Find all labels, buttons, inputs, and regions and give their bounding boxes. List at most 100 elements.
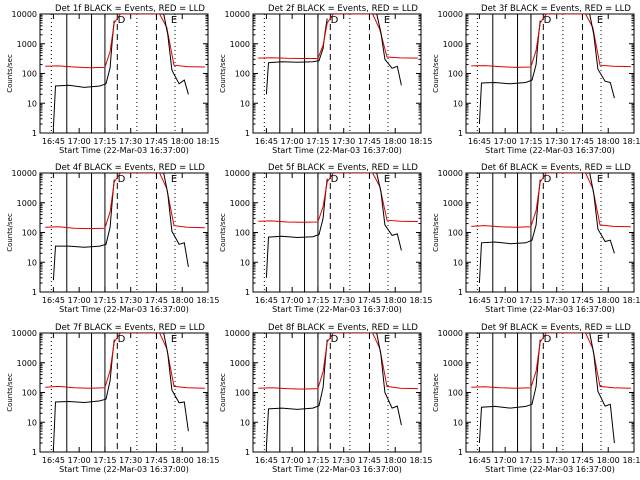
x-tick-label: 18:00 xyxy=(597,456,620,465)
series-line-3 xyxy=(376,14,402,86)
axis-frame xyxy=(465,13,635,134)
x-axis-label: Start Time (22-Mar-03 16:37:00) xyxy=(485,146,615,155)
marker-label: D xyxy=(331,334,339,345)
marker-label: E xyxy=(384,334,390,345)
panel-title: Det 6f BLACK = Events, RED = LLD xyxy=(481,163,631,173)
y-tick-label: 100 xyxy=(22,229,37,238)
x-tick-label: 17:00 xyxy=(68,137,91,146)
marker-label: E xyxy=(384,15,390,26)
y-tick-label: 1000 xyxy=(443,359,463,368)
x-axis-label: Start Time (22-Mar-03 16:37:00) xyxy=(59,146,189,155)
axis-frame xyxy=(39,172,209,293)
x-tick-label: 18:00 xyxy=(384,137,407,146)
y-tick-label: 1000 xyxy=(17,40,37,49)
series-line-3 xyxy=(163,333,189,432)
x-axis-label: Start Time (22-Mar-03 16:37:00) xyxy=(272,465,402,474)
x-tick-label: 16:45 xyxy=(255,137,278,146)
y-tick-label: 1000 xyxy=(230,40,250,49)
y-tick-label: 10 xyxy=(240,418,250,427)
series-line-3 xyxy=(163,14,189,95)
y-axis-label: Counts/sec xyxy=(432,373,440,412)
x-tick-label: 16:45 xyxy=(255,456,278,465)
x-axis-label: Start Time (22-Mar-03 16:37:00) xyxy=(59,305,189,314)
y-tick-label: 10000 xyxy=(438,10,463,19)
series-line-3 xyxy=(376,333,402,426)
x-tick-label: 18:00 xyxy=(384,296,407,305)
x-tick-label: 18:15 xyxy=(622,137,640,146)
x-tick-label: 18:15 xyxy=(196,456,219,465)
x-tick-label: 17:45 xyxy=(358,137,381,146)
series-line-1 xyxy=(52,339,115,450)
marker-label: E xyxy=(597,15,603,26)
x-axis-label: Start Time (22-Mar-03 16:37:00) xyxy=(272,146,402,155)
y-tick-label: 10000 xyxy=(438,169,463,178)
x-tick-label: 16:45 xyxy=(42,137,65,146)
x-tick-label: 18:15 xyxy=(622,296,640,305)
x-tick-label: 18:15 xyxy=(622,456,640,465)
x-tick-label: 17:30 xyxy=(119,456,142,465)
x-tick-label: 17:30 xyxy=(332,456,355,465)
axis-frame xyxy=(465,332,635,453)
y-tick-label: 10 xyxy=(240,99,250,108)
x-tick-label: 16:45 xyxy=(255,296,278,305)
axis-frame xyxy=(252,332,422,453)
x-tick-label: 17:45 xyxy=(358,456,381,465)
panel-title: Det 9f BLACK = Events, RED = LLD xyxy=(481,323,631,333)
x-tick-label: 16:45 xyxy=(42,456,65,465)
panel-title: Det 8f BLACK = Events, RED = LLD xyxy=(268,323,418,333)
x-tick-label: 17:45 xyxy=(571,456,594,465)
y-tick-label: 10 xyxy=(453,99,463,108)
x-tick-label: 18:00 xyxy=(171,137,194,146)
marker-label: D xyxy=(118,334,126,345)
series-line-3 xyxy=(589,333,615,444)
marker-label: D xyxy=(331,174,339,185)
series-line-3 xyxy=(163,173,189,267)
x-tick-label: 18:15 xyxy=(409,456,432,465)
axis-frame xyxy=(252,172,422,293)
series-line-1 xyxy=(265,339,328,447)
x-tick-label: 17:45 xyxy=(571,296,594,305)
series-line-2 xyxy=(258,14,418,59)
x-tick-label: 16:45 xyxy=(468,456,491,465)
axis-frame xyxy=(39,13,209,134)
y-tick-label: 1000 xyxy=(443,40,463,49)
axis-frame xyxy=(39,332,209,453)
x-tick-label: 16:45 xyxy=(42,296,65,305)
y-tick-label: 10 xyxy=(240,258,250,267)
series-line-1 xyxy=(478,339,541,444)
x-tick-label: 17:00 xyxy=(68,456,91,465)
x-tick-label: 17:30 xyxy=(545,137,568,146)
x-tick-label: 17:30 xyxy=(545,296,568,305)
marker-label: E xyxy=(171,334,177,345)
y-tick-label: 10 xyxy=(453,258,463,267)
y-axis-label: Counts/sec xyxy=(432,213,440,252)
panel-title: Det 7f BLACK = Events, RED = LLD xyxy=(55,323,205,333)
y-tick-label: 100 xyxy=(22,70,37,79)
x-tick-label: 17:45 xyxy=(145,137,168,146)
y-tick-label: 1 xyxy=(32,129,37,138)
y-tick-label: 1 xyxy=(245,129,250,138)
y-tick-label: 10 xyxy=(453,418,463,427)
y-tick-label: 100 xyxy=(448,70,463,79)
series-line-2 xyxy=(45,173,205,230)
x-tick-label: 18:15 xyxy=(409,137,432,146)
y-tick-label: 1 xyxy=(458,448,463,457)
y-axis-label: Counts/sec xyxy=(6,213,14,252)
series-line-2 xyxy=(45,14,205,69)
y-tick-label: 1000 xyxy=(230,359,250,368)
x-tick-label: 18:00 xyxy=(597,137,620,146)
marker-label: E xyxy=(384,174,390,185)
y-tick-label: 10 xyxy=(27,418,37,427)
x-tick-label: 16:45 xyxy=(468,296,491,305)
x-axis-label: Start Time (22-Mar-03 16:37:00) xyxy=(272,305,402,314)
x-tick-label: 17:30 xyxy=(119,137,142,146)
panel-title: Det 3f BLACK = Events, RED = LLD xyxy=(481,4,631,14)
